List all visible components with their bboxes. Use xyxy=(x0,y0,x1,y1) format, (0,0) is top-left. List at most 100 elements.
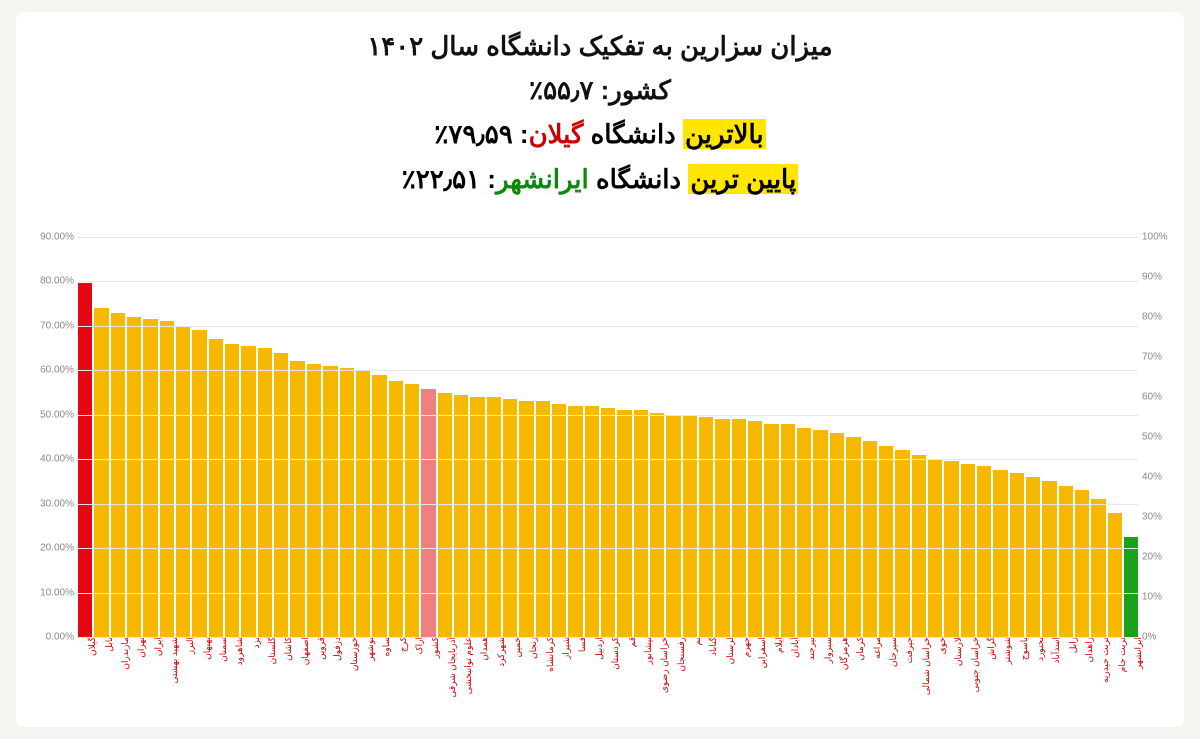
x-label: گناباد xyxy=(702,637,719,656)
bar: کرج xyxy=(389,381,403,637)
bar: نیشابور xyxy=(634,410,648,637)
grid-line xyxy=(78,504,1138,505)
bar: اسدآباد xyxy=(1042,481,1056,637)
title-block: میزان سزارین به تفکیک دانشگاه سال ۱۴۰۲ ک… xyxy=(16,24,1184,201)
x-label: علوم توانبخشی xyxy=(457,637,474,694)
x-label: خراسان رضوی xyxy=(653,637,670,693)
x-label: سمنان xyxy=(212,637,229,662)
x-label: کردستان xyxy=(604,637,621,670)
x-label: قزوین xyxy=(310,637,327,660)
x-label: کرمانشاه xyxy=(539,637,556,672)
bar: اصفهان xyxy=(290,361,304,637)
grid-line xyxy=(78,637,1138,638)
grid-line xyxy=(78,326,1138,327)
grid-line xyxy=(78,548,1138,549)
grid-line xyxy=(78,370,1138,371)
bar: جیرفت xyxy=(895,450,909,637)
y-right-label: 0% xyxy=(1142,632,1178,643)
bar: مراغه xyxy=(863,441,877,637)
x-label: بوشهر xyxy=(359,637,376,661)
bar: زابل xyxy=(1059,486,1073,637)
grid-line xyxy=(78,415,1138,416)
x-label: یزد xyxy=(245,637,262,648)
bar: اسفراین xyxy=(748,421,762,637)
y-right-label: 60% xyxy=(1142,392,1178,403)
x-label: یاسوج xyxy=(1013,637,1030,660)
x-label: آبادان xyxy=(784,637,801,658)
bar: گراش xyxy=(977,466,991,637)
x-label: اردبیل xyxy=(588,637,605,660)
x-label: بابل xyxy=(98,637,115,652)
x-label: جیرفت xyxy=(898,637,915,663)
x-label: البرز xyxy=(179,637,196,654)
highest-label: بالاترین xyxy=(683,119,766,149)
y-left-label: 80.00% xyxy=(24,276,74,287)
y-right-label: 80% xyxy=(1142,312,1178,323)
y-left-label: 0.00% xyxy=(24,632,74,643)
x-label: خمین xyxy=(506,637,523,657)
grid-line xyxy=(78,281,1138,282)
x-label: کشور xyxy=(424,637,441,658)
bar: یاسوج xyxy=(1010,473,1024,637)
x-label: زابل xyxy=(1062,637,1079,653)
y-right-label: 30% xyxy=(1142,512,1178,523)
x-label: هرمزگان xyxy=(833,637,850,670)
bar: تربت حیدریه xyxy=(1091,499,1105,637)
bar: ایلام xyxy=(764,424,778,637)
grid-line xyxy=(78,237,1138,238)
bar: لرستان xyxy=(715,419,729,637)
x-label: تهران xyxy=(130,637,147,658)
bar-chart: گیلانبابلمازندرانتهرانایرانشهید بهشتیالب… xyxy=(78,237,1138,637)
bar: کرمان xyxy=(846,437,860,637)
chart-card: میزان سزارین به تفکیک دانشگاه سال ۱۴۰۲ ک… xyxy=(16,12,1184,727)
y-left-label: 40.00% xyxy=(24,454,74,465)
x-label: دزفول xyxy=(326,637,343,661)
bar: آذربایجان شرقی xyxy=(438,393,452,637)
x-label: جهرم xyxy=(735,637,752,657)
bar: جهرم xyxy=(732,419,746,637)
x-label: گراش xyxy=(980,637,997,660)
lowest-label: پایین ترین xyxy=(688,164,798,194)
x-label: خوی xyxy=(931,637,948,654)
bar: اردبیل xyxy=(585,406,599,637)
y-right-label: 20% xyxy=(1142,552,1178,563)
x-label: ساوه xyxy=(375,637,392,656)
bar: سبزوار xyxy=(813,430,827,637)
title-line3: بالاترین دانشگاه گیلان: ۷۹٫۵۹٪ xyxy=(16,112,1184,156)
x-label: بیرجند xyxy=(800,637,817,660)
bar: اراک xyxy=(405,384,419,637)
x-label: شیراز xyxy=(555,637,572,659)
bar: تربت جام xyxy=(1108,513,1122,637)
x-label: اصفهان xyxy=(294,637,311,665)
bar: کرمانشاه xyxy=(536,401,550,637)
y-left-label: 70.00% xyxy=(24,320,74,331)
bar: ایران xyxy=(143,319,157,637)
x-label: تربت جام xyxy=(1111,637,1128,672)
bar: بجنورد xyxy=(1026,477,1040,637)
y-right-label: 50% xyxy=(1142,432,1178,443)
bar: بهبهان xyxy=(192,330,206,637)
highest-name: گیلان xyxy=(529,119,584,149)
bar: شیراز xyxy=(552,404,566,637)
x-label: کرمان xyxy=(849,637,866,660)
y-right-label: 70% xyxy=(1142,352,1178,363)
bar: هرمزگان xyxy=(830,433,844,637)
bar: رفسنجان xyxy=(666,415,680,637)
bar: خراسان جنوبی xyxy=(961,464,975,637)
bar: گلستان xyxy=(258,348,272,637)
bar: لارستان xyxy=(944,461,958,637)
x-label: اسفراین xyxy=(751,637,768,668)
bar: شهید بهشتی xyxy=(160,321,174,637)
x-label: تربت حیدریه xyxy=(1094,637,1111,683)
x-label: خوزستان xyxy=(343,637,360,671)
bar: بم xyxy=(683,415,697,637)
bar: علوم توانبخشی xyxy=(454,395,468,637)
x-label: شهرکرد xyxy=(490,637,507,667)
y-left-label: 50.00% xyxy=(24,409,74,420)
bar: زنجان xyxy=(519,401,533,637)
x-label: سیرجان xyxy=(882,637,899,667)
bar: ایرانشهر xyxy=(1124,537,1138,637)
lowest-name: ایرانشهر xyxy=(496,164,589,194)
bar: کردستان xyxy=(601,408,615,637)
x-label: اسدآباد xyxy=(1045,637,1062,664)
